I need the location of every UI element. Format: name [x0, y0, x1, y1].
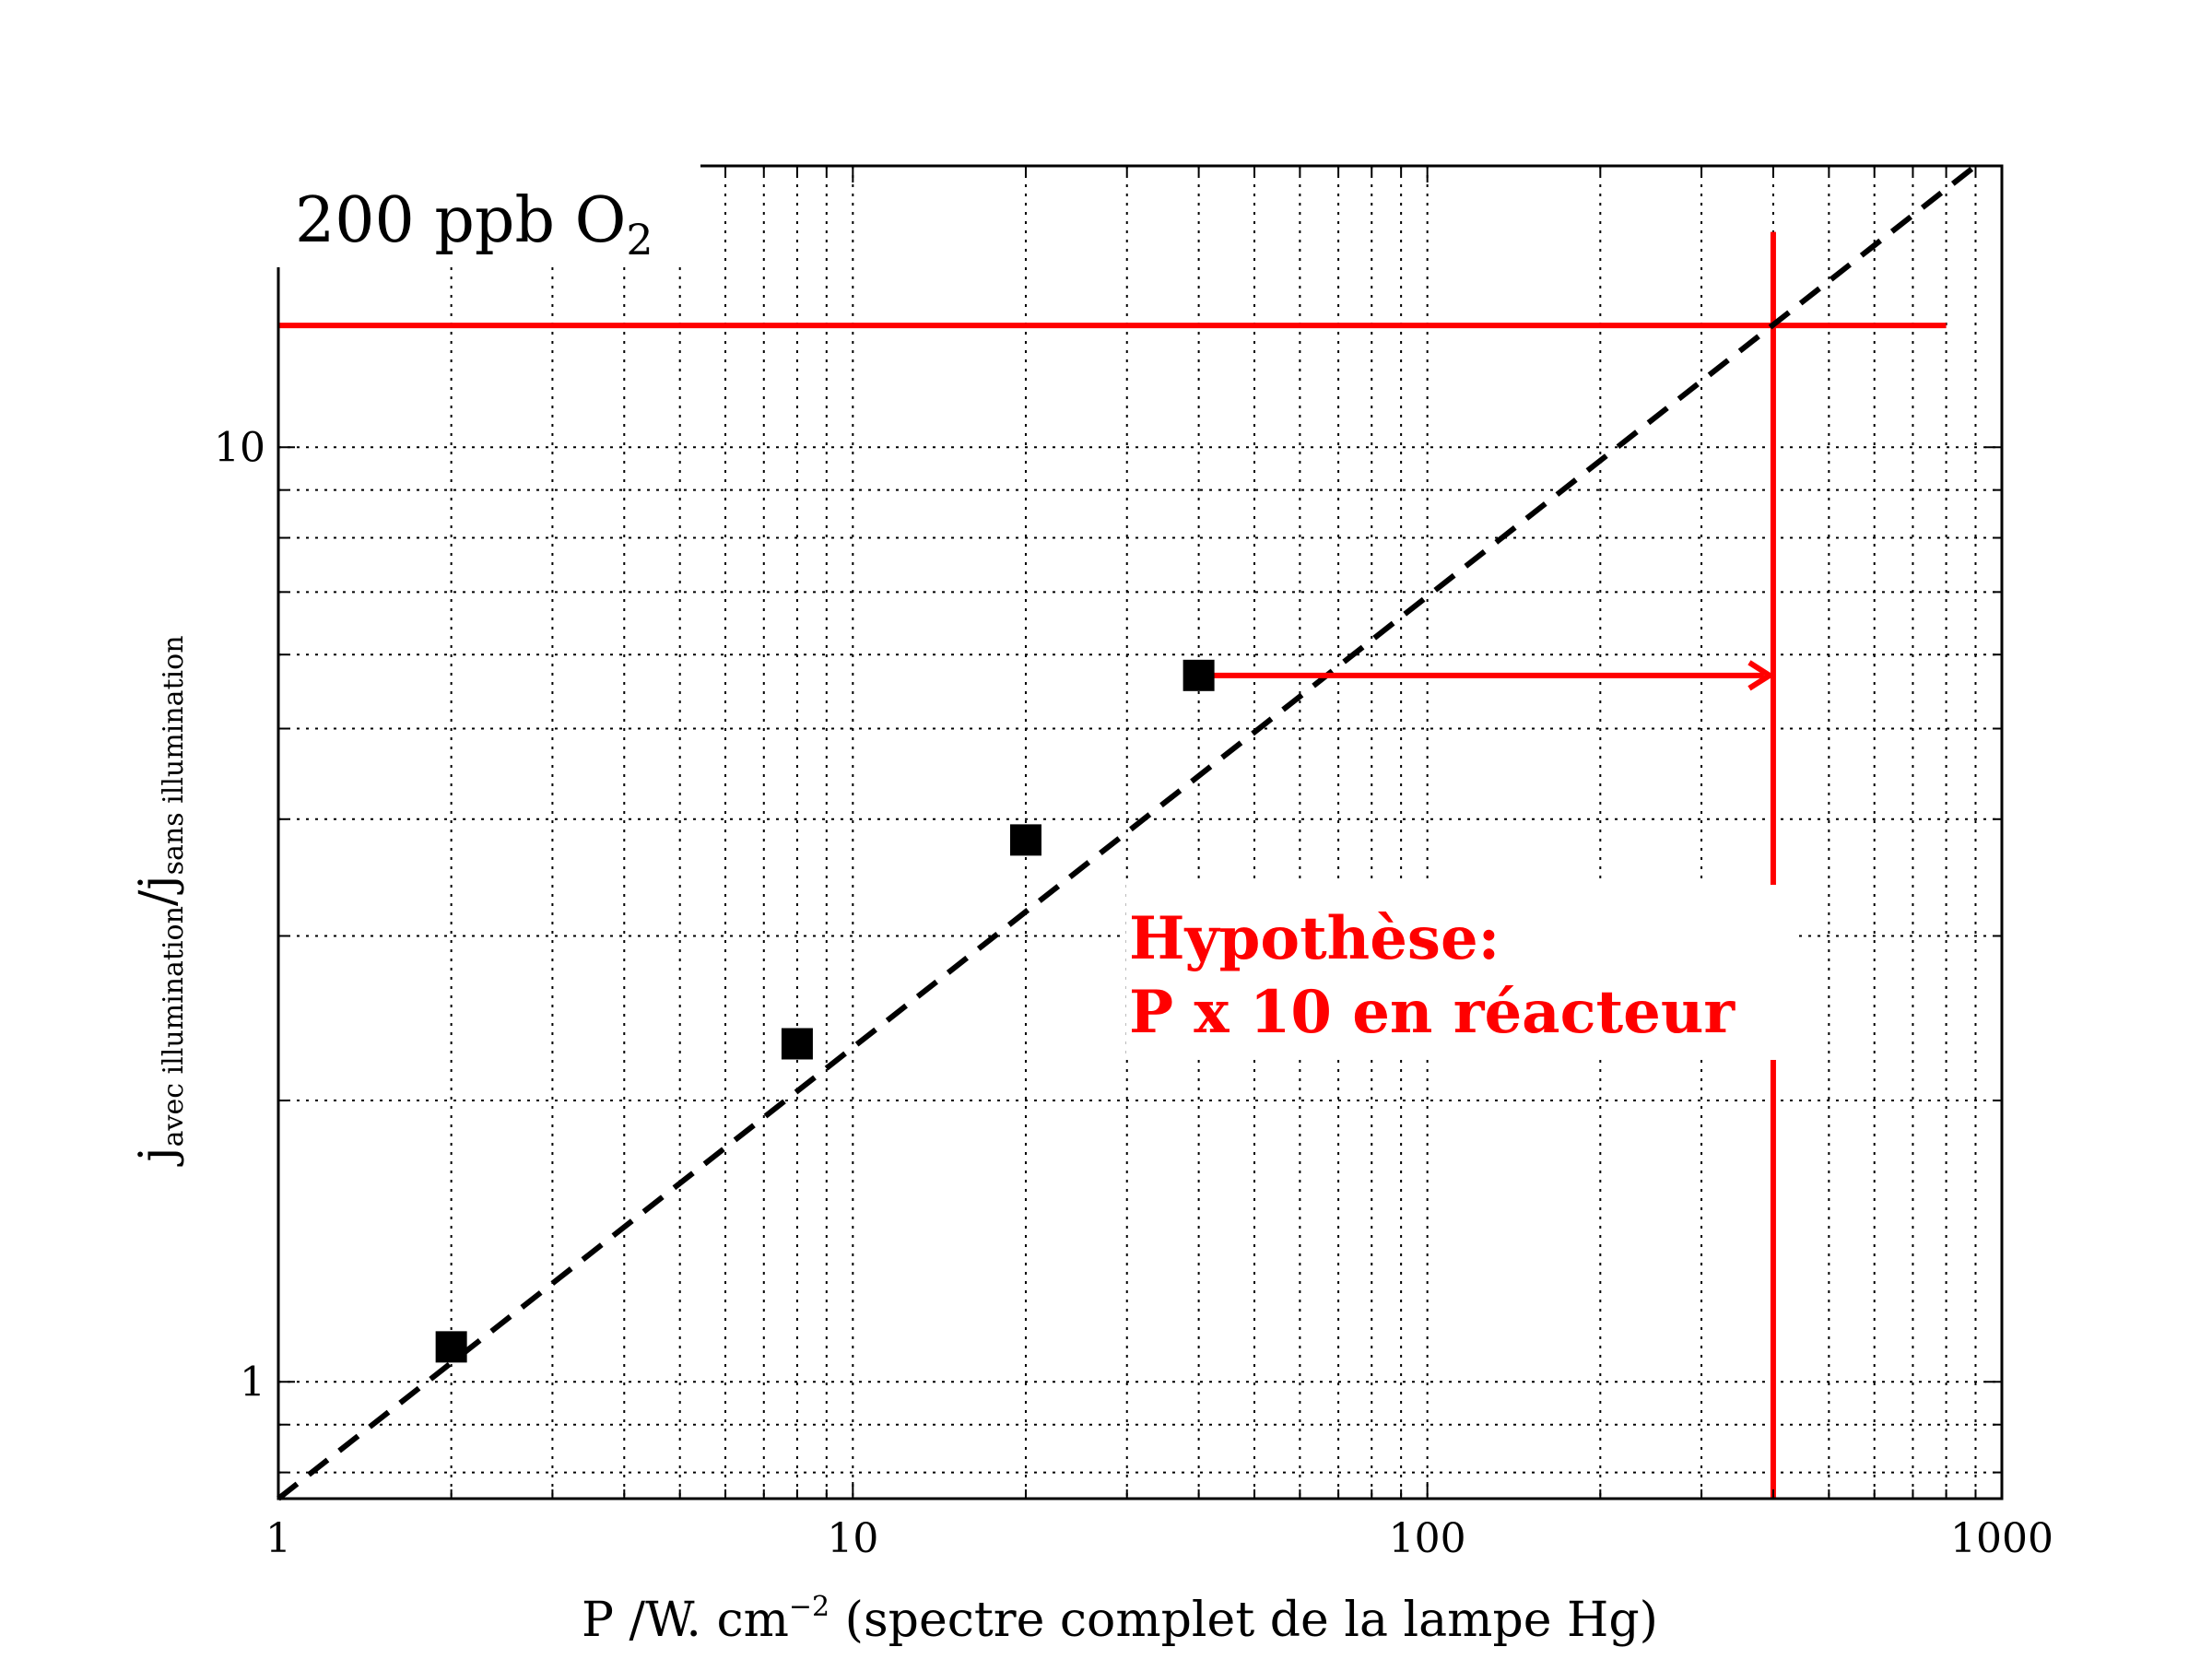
y-axis-label: javec illumination/jsans illumination	[130, 635, 190, 1166]
corner-label: 200 ppb O2	[295, 184, 653, 265]
x-tick-label: 100	[1389, 1515, 1466, 1562]
y-axis-label-sub1: avec illumination	[158, 906, 190, 1147]
annotation-arrow-head	[1747, 660, 1775, 691]
data-point	[435, 1331, 467, 1363]
x-axis-label-main: P /W. cm	[582, 1593, 789, 1648]
data-point	[1182, 659, 1215, 691]
annotation-line-1: Hypothèse:	[1129, 904, 1500, 973]
y-axis-label-slash: /j	[130, 875, 185, 906]
data-point	[1009, 824, 1041, 856]
annotation-backdrop	[1126, 885, 1799, 1060]
data-point	[781, 1028, 813, 1060]
x-axis-label-exponent: −2	[789, 1591, 830, 1623]
annotation-line-2: P x 10 en réacteur	[1129, 978, 1735, 1047]
y-axis-ticks: 1 10	[214, 424, 2002, 1474]
corner-label-sub: 2	[626, 215, 653, 265]
corner-label-box	[276, 164, 700, 267]
x-tick-label: 1000	[1950, 1515, 2053, 1562]
x-axis-label-suffix: (spectre complet de la lampe Hg)	[830, 1593, 1658, 1648]
fit-line	[276, 163, 1978, 1501]
x-tick-label: 10	[827, 1515, 878, 1562]
corner-label-main: 200 ppb O	[295, 184, 626, 257]
y-tick-label: 1	[240, 1359, 265, 1406]
y-axis-label-main: j	[130, 1147, 185, 1166]
x-axis-ticks: 1 10 100 1000	[265, 166, 2053, 1562]
x-tick-label: 1	[265, 1515, 291, 1562]
y-axis-label-sub2: sans illumination	[158, 635, 190, 875]
x-axis-label: P /W. cm−2 (spectre complet de la lampe …	[582, 1591, 1658, 1648]
marks	[276, 163, 1978, 1501]
y-tick-label: 10	[214, 424, 265, 471]
plot-frame	[276, 164, 2004, 1500]
